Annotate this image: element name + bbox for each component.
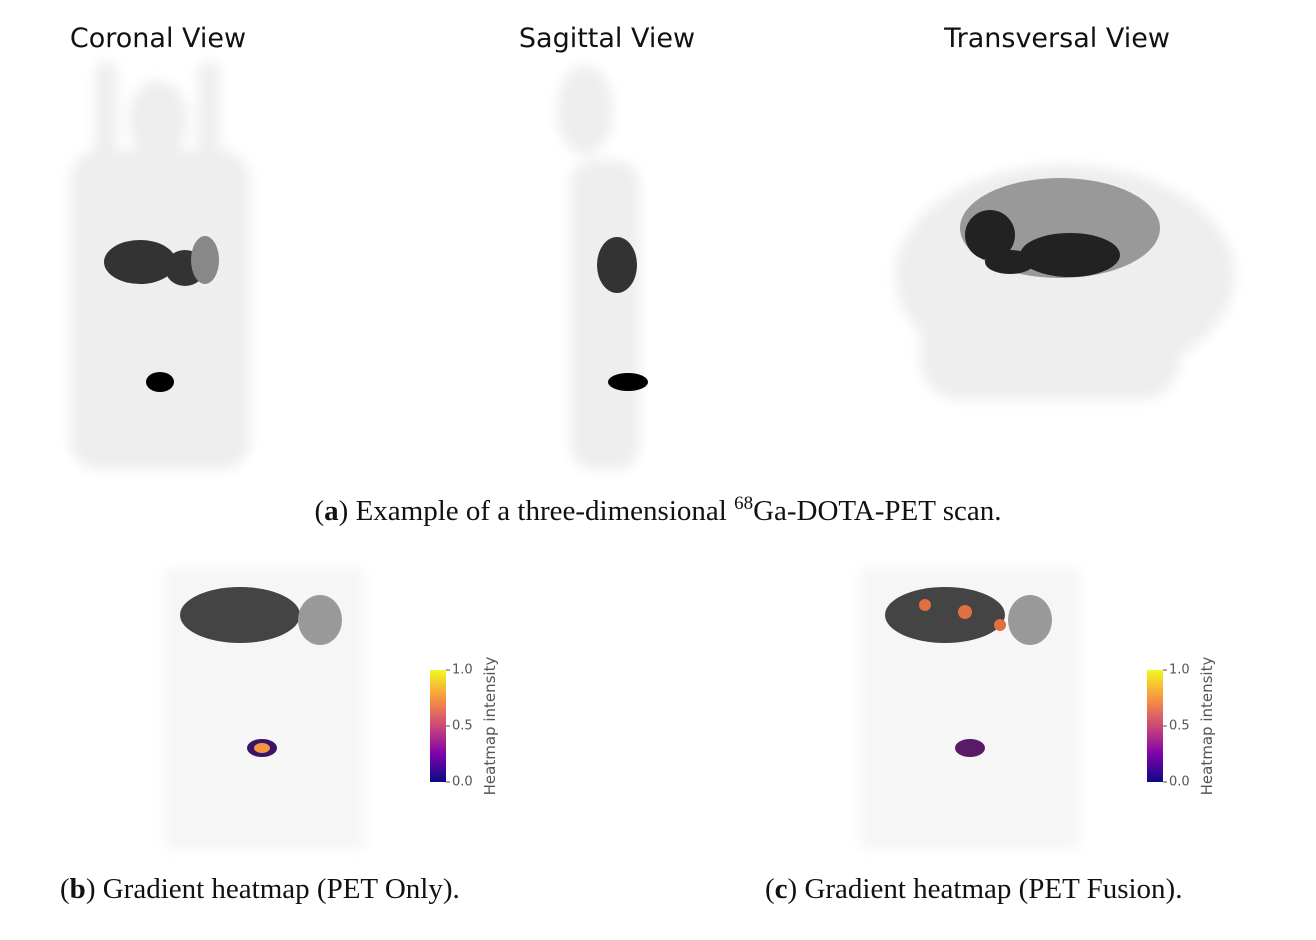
caption: (a) Example of a three-dimensional 68Ga-…: [315, 493, 1002, 527]
caption-text: Ga-DOTA-PET scan.: [753, 495, 1001, 527]
view-title: Transversal View: [943, 23, 1170, 54]
tick-label: 0.5: [452, 719, 473, 734]
coronal-image: [70, 62, 250, 470]
caption-text: (: [60, 873, 70, 905]
tick-label: 0.5: [1169, 719, 1190, 734]
heatmap-image: [165, 568, 365, 850]
caption-text: (: [765, 873, 775, 905]
caption-text: ) Gradient heatmap (PET Only).: [86, 873, 460, 905]
colorbar-label: Heatmap intensity: [1198, 657, 1216, 796]
caption-text: (: [315, 495, 325, 527]
caption: (b) Gradient heatmap (PET Only).: [60, 873, 460, 905]
transversal-image: [895, 165, 1235, 400]
tick-label: 0.0: [1169, 775, 1190, 790]
sagittal-image: [557, 65, 648, 470]
heatmap-image: [860, 568, 1080, 850]
colorbar: [1147, 670, 1163, 782]
view-title: Sagittal View: [519, 23, 695, 54]
tick-label: 1.0: [1169, 663, 1190, 678]
caption: (c) Gradient heatmap (PET Fusion).: [765, 873, 1182, 905]
tick-label: 0.0: [452, 775, 473, 790]
view-title: Coronal View: [70, 23, 246, 54]
caption-label: b: [70, 873, 86, 905]
caption-text: ) Example of a three-dimensional: [339, 495, 734, 527]
superscript: 68: [734, 493, 753, 514]
caption-label: c: [775, 873, 788, 905]
colorbar: [430, 670, 446, 782]
caption-label: a: [324, 495, 339, 527]
tick-label: 1.0: [452, 663, 473, 678]
caption-text: ) Gradient heatmap (PET Fusion).: [788, 873, 1183, 905]
colorbar-label: Heatmap intensity: [481, 657, 499, 796]
